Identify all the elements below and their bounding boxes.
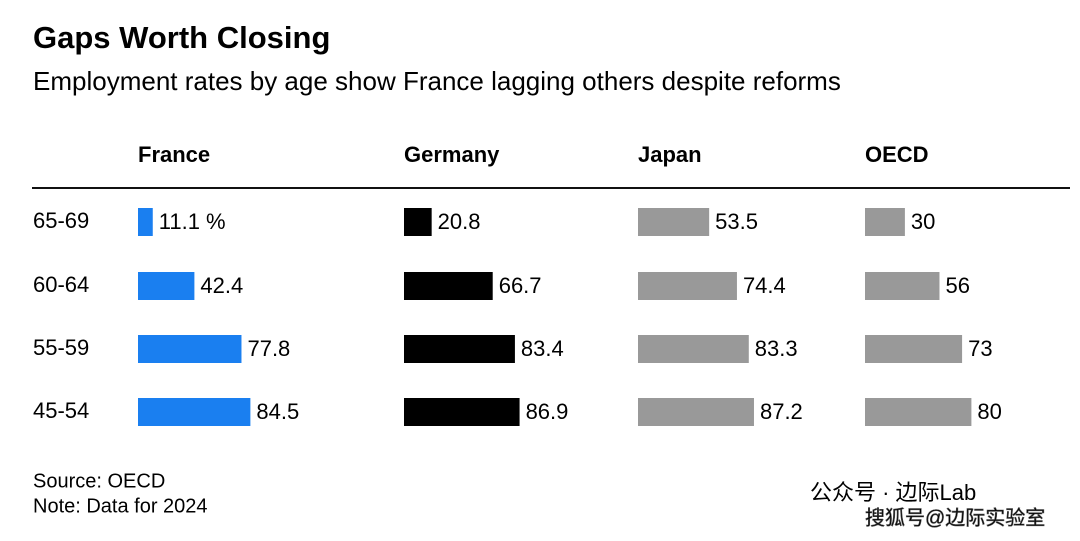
value-label: 66.7 (499, 273, 542, 298)
value-label: 11.1 % (159, 209, 226, 234)
source: Source: OECD (33, 470, 165, 492)
value-label: 80 (977, 399, 1001, 424)
bar (865, 398, 972, 426)
row-label: 60-64 (33, 272, 89, 297)
bar (404, 335, 515, 363)
value-label: 73 (968, 336, 992, 361)
row-label: 65-69 (33, 208, 89, 233)
column-header: Japan (638, 142, 702, 167)
bar (638, 398, 754, 426)
column-header: Germany (404, 142, 500, 167)
bar (138, 208, 153, 236)
value-label: 83.3 (755, 336, 798, 361)
column-header: France (138, 142, 210, 167)
value-label: 53.5 (715, 209, 758, 234)
value-label: 20.8 (438, 209, 481, 234)
bar (638, 208, 710, 236)
value-label: 86.9 (526, 399, 569, 424)
chart-title: Gaps Worth Closing (33, 20, 330, 55)
bar (138, 272, 195, 300)
watermark: 公众号 · 边际Lab (810, 480, 976, 505)
value-label: 77.8 (247, 336, 290, 361)
value-label: 87.2 (760, 399, 803, 424)
bar (638, 272, 737, 300)
bar (404, 272, 493, 300)
value-label: 42.4 (200, 273, 243, 298)
value-label: 84.5 (256, 399, 299, 424)
bar (404, 398, 520, 426)
value-label: 83.4 (521, 336, 564, 361)
column-header: OECD (865, 142, 929, 167)
bar (138, 335, 242, 363)
bar (865, 208, 905, 236)
value-label: 56 (945, 273, 969, 298)
value-label: 30 (911, 209, 935, 234)
watermark: 搜狐号@边际实验室 (865, 506, 1045, 529)
bar (638, 335, 749, 363)
chart-subtitle: Employment rates by age show France lagg… (33, 66, 841, 96)
bar (138, 398, 251, 426)
row-label: 55-59 (33, 335, 89, 360)
bar (865, 272, 940, 300)
value-label: 74.4 (743, 273, 786, 298)
bar (865, 335, 963, 363)
note: Note: Data for 2024 (33, 495, 208, 517)
bar (404, 208, 432, 236)
row-label: 45-54 (33, 398, 89, 423)
